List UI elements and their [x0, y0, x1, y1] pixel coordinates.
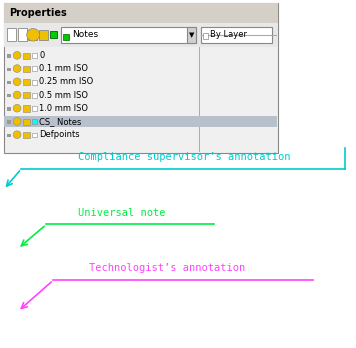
Bar — [4, 3, 278, 153]
Text: Technologist’s annotation: Technologist’s annotation — [89, 263, 245, 273]
Bar — [7, 81, 11, 84]
Bar — [32, 80, 37, 85]
Bar — [61, 27, 196, 43]
Circle shape — [13, 104, 21, 112]
Bar — [23, 53, 30, 59]
Text: Notes: Notes — [72, 30, 98, 39]
Text: 0.25 mm ISO: 0.25 mm ISO — [39, 77, 93, 86]
Bar — [4, 116, 277, 127]
Text: Compliance supervisor’s annotation: Compliance supervisor’s annotation — [78, 152, 291, 162]
Circle shape — [13, 52, 21, 59]
Text: Universal note: Universal note — [78, 207, 166, 218]
Bar — [32, 133, 37, 137]
Bar — [187, 27, 196, 43]
Bar — [23, 105, 30, 112]
Text: 0.1 mm ISO: 0.1 mm ISO — [39, 64, 88, 73]
Circle shape — [27, 29, 40, 41]
Circle shape — [13, 131, 21, 139]
Text: By Layer: By Layer — [210, 30, 247, 39]
Bar — [63, 34, 69, 40]
Bar — [32, 119, 37, 124]
Text: Properties: Properties — [9, 8, 67, 18]
Bar — [7, 54, 11, 58]
Bar — [4, 23, 278, 47]
Bar — [7, 134, 11, 137]
Bar — [23, 66, 30, 72]
Bar — [50, 31, 57, 38]
Text: 1.0 mm ISO: 1.0 mm ISO — [39, 104, 88, 113]
Bar — [23, 92, 30, 98]
Bar — [39, 30, 48, 40]
Bar — [28, 30, 37, 40]
Circle shape — [13, 118, 21, 125]
Bar — [32, 53, 37, 58]
Bar — [32, 106, 37, 111]
Bar — [23, 132, 30, 138]
Bar — [7, 28, 16, 41]
Text: ▼: ▼ — [188, 32, 194, 38]
Bar — [7, 68, 11, 71]
Circle shape — [13, 78, 21, 86]
Bar — [18, 28, 27, 41]
Text: 0: 0 — [39, 51, 44, 60]
Circle shape — [13, 91, 21, 99]
Circle shape — [13, 65, 21, 72]
Bar — [32, 93, 37, 98]
Text: Defpoints: Defpoints — [39, 130, 80, 139]
Text: 0.5 mm ISO: 0.5 mm ISO — [39, 90, 88, 100]
Text: CS_ Notes: CS_ Notes — [39, 117, 82, 126]
Bar — [23, 119, 30, 125]
Bar — [4, 3, 278, 23]
Bar — [7, 107, 11, 111]
Bar — [23, 79, 30, 85]
Bar — [7, 94, 11, 97]
Bar — [7, 120, 11, 124]
Bar — [201, 27, 272, 43]
Bar — [32, 66, 37, 71]
Bar — [203, 33, 208, 39]
